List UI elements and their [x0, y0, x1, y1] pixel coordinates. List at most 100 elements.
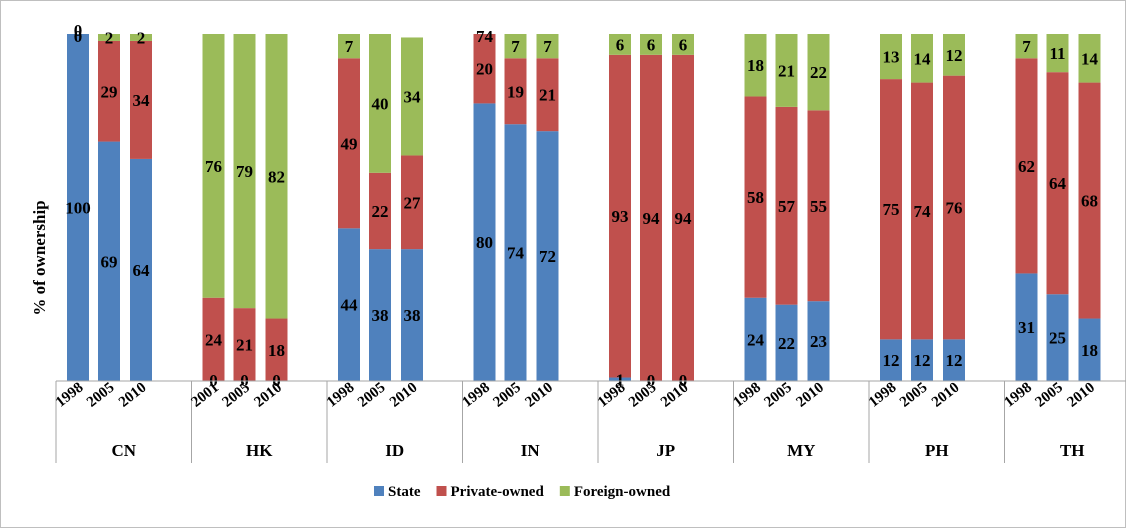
bar-segment-my-2005-s2	[775, 34, 798, 107]
bar-segment-id-2005-s2	[369, 34, 391, 173]
data-label: 18	[268, 341, 285, 360]
data-label: 82	[268, 167, 285, 186]
data-label: 74	[914, 202, 932, 221]
bar-segment-hk-2005-s2	[233, 34, 256, 309]
bar-segment-in-1998-s1	[473, 34, 496, 104]
bar-segment-hk-2005-s1	[233, 308, 256, 381]
data-label: 79	[236, 162, 253, 181]
bar-segment-ph-2010-s2	[943, 34, 965, 76]
data-label: 38	[404, 306, 421, 325]
x-tick-label: 2010	[793, 380, 826, 411]
country-label-id: ID	[385, 441, 404, 460]
bar-segment-jp-2010-s1	[672, 54, 694, 381]
data-label: 22	[372, 202, 389, 221]
data-label: 2	[137, 28, 146, 47]
bar-segment-in-2005-s2	[504, 34, 527, 59]
data-label: 19	[507, 82, 524, 101]
data-label: 57	[778, 197, 796, 216]
data-label: 94	[675, 209, 693, 228]
bar-segment-jp-1998-s2	[609, 34, 631, 55]
bar-segment-th-2010-s0	[1078, 318, 1101, 381]
legend: State Private-owned Foreign-owned	[374, 484, 671, 500]
bar-segment-in-1998-s0	[473, 103, 496, 382]
category-axis: 199820052010CN200120052010HK199820052010…	[53, 380, 1126, 463]
data-label: 94	[643, 209, 661, 228]
country-label-my: MY	[787, 441, 815, 460]
data-label: 24	[205, 330, 223, 349]
country-label-in: IN	[521, 441, 541, 460]
x-tick-label: 2010	[1064, 380, 1097, 411]
bar-segment-id-2005-s1	[369, 172, 391, 250]
data-label: 14	[1081, 49, 1099, 68]
data-label: 22	[778, 334, 795, 353]
data-label: 12	[946, 46, 963, 65]
bar-segment-in-2010-s1	[536, 58, 559, 132]
data-label: 6	[616, 35, 625, 54]
data-label: 100	[65, 199, 91, 218]
bar-segment-in-2005-s0	[504, 124, 527, 381]
bar-segment-cn-1998-s0	[67, 34, 89, 381]
data-label: 75	[883, 200, 900, 219]
legend-label: Private-owned	[451, 484, 545, 500]
y-axis-title: % of ownership	[30, 200, 49, 315]
bar-segment-ph-2005-s2	[911, 34, 933, 83]
data-label: 80	[476, 233, 493, 252]
bar-segment-ph-1998-s0	[880, 339, 902, 381]
data-label: 21	[778, 61, 795, 80]
data-label: 34	[404, 87, 422, 106]
data-label: 64	[133, 261, 151, 280]
data-label: 55	[810, 197, 827, 216]
bar-segment-ph-2005-s0	[911, 339, 933, 381]
bar-segment-my-1998-s1	[744, 96, 767, 298]
bar-segment-id-2010-s1	[401, 155, 423, 250]
bar-segment-hk-2001-s1	[202, 297, 225, 381]
data-label: 49	[341, 134, 358, 153]
x-tick-label: 2005	[84, 380, 117, 411]
data-label: 22	[810, 63, 827, 82]
data-label: 72	[539, 247, 556, 266]
bar-segment-jp-2010-s2	[672, 34, 694, 55]
bar-segment-cn-2010-s2	[130, 34, 152, 41]
data-label: 25	[1049, 329, 1066, 348]
data-label: 21	[539, 86, 556, 105]
data-label: 12	[883, 351, 900, 370]
legend-swatch-2	[559, 486, 570, 496]
bar-segment-th-2005-s0	[1046, 294, 1069, 381]
bar-segment-my-1998-s0	[744, 297, 767, 381]
bar-segment-my-2010-s0	[807, 301, 830, 381]
data-label: 64	[1049, 174, 1067, 193]
bar-segment-ph-2005-s1	[911, 82, 933, 340]
data-label: 11	[1049, 44, 1065, 63]
bar-segment-th-1998-s2	[1015, 34, 1038, 59]
bar-segment-cn-2010-s1	[130, 40, 152, 159]
country-label-ph: PH	[925, 441, 949, 460]
data-label: 58	[747, 188, 764, 207]
data-label: 29	[101, 82, 118, 101]
data-label: 0	[74, 27, 83, 46]
data-label: 74	[507, 244, 525, 263]
data-label: 68	[1081, 192, 1098, 211]
x-tick-label: 2005	[1032, 380, 1065, 411]
data-label: 6	[679, 35, 688, 54]
bar-segment-id-2005-s0	[369, 249, 391, 381]
data-label: 69	[101, 252, 118, 271]
data-label: 2	[105, 28, 114, 47]
bar-segment-in-2010-s0	[536, 131, 559, 381]
bar-segment-hk-2010-s2	[265, 34, 288, 319]
bar-segment-cn-2010-s0	[130, 158, 152, 381]
bar-segment-th-2005-s1	[1046, 72, 1069, 295]
x-tick-label: 1998	[730, 380, 763, 411]
data-label: 34	[133, 91, 151, 110]
data-label: 38	[372, 306, 389, 325]
x-tick-label: 2010	[522, 380, 555, 411]
country-label-cn: CN	[111, 441, 136, 460]
x-tick-label: 2005	[490, 380, 523, 411]
legend-label: Foreign-owned	[574, 484, 671, 500]
x-tick-label: 1998	[459, 380, 492, 411]
data-label: 7	[543, 37, 552, 56]
data-label: 12	[946, 351, 963, 370]
data-label: 14	[914, 49, 932, 68]
data-label: 0	[74, 21, 83, 40]
